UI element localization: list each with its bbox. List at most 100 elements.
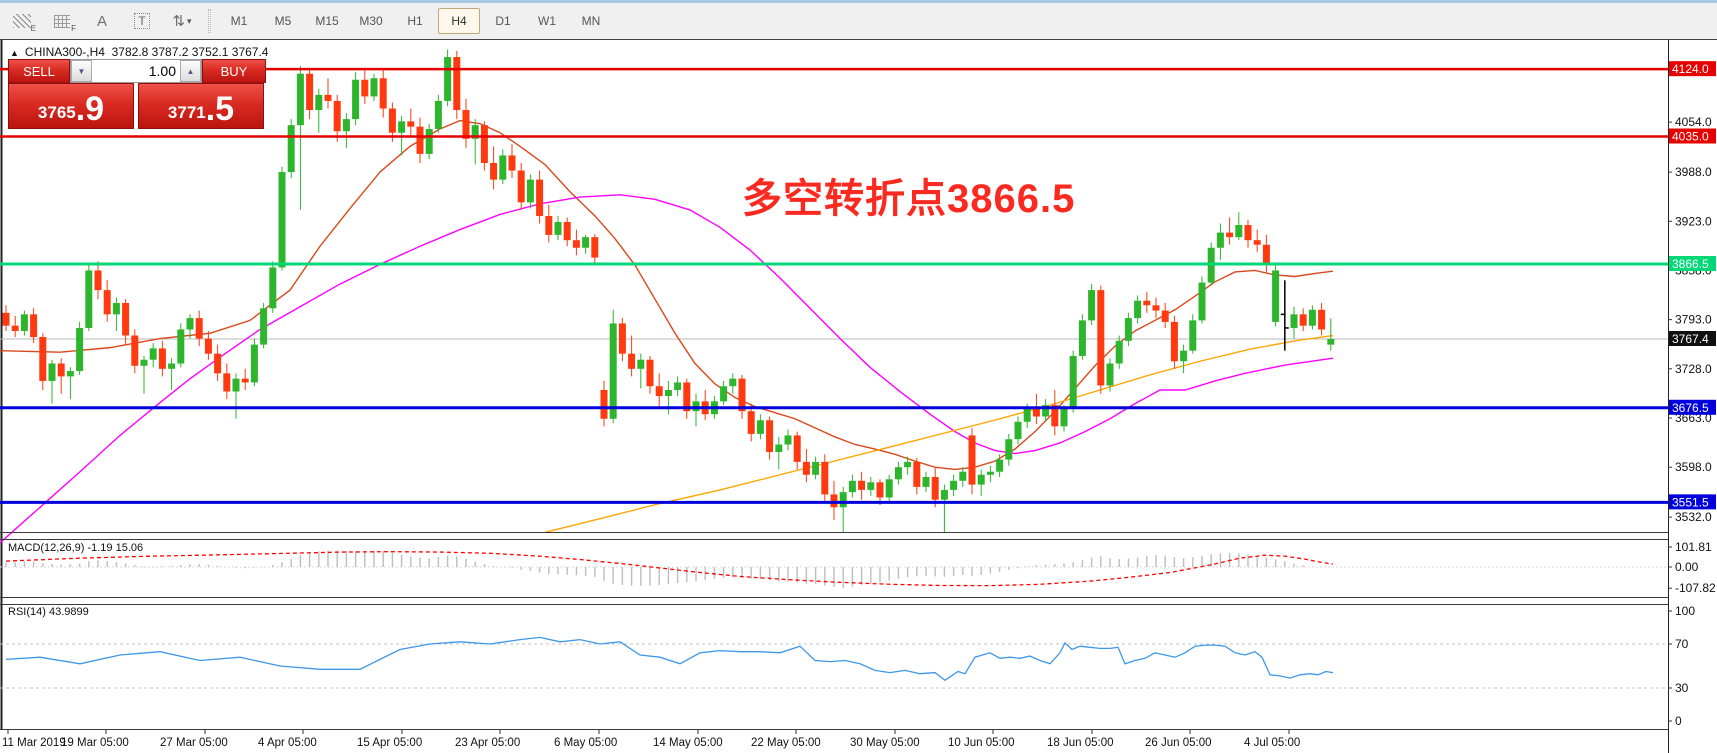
candle-bear	[600, 390, 608, 419]
candle-bear	[683, 382, 691, 412]
candle-bear	[766, 420, 774, 453]
toolbar-separator	[208, 9, 211, 33]
volume-input[interactable]	[92, 60, 180, 82]
current-price-badge-text: 3767.4	[1672, 332, 1709, 346]
timeframe-button-h1[interactable]: H1	[407, 14, 423, 28]
candle-bull	[140, 359, 148, 366]
candle-bear	[94, 270, 102, 291]
black-ohlc-bar	[1280, 280, 1289, 351]
buy-price-main: 3771	[167, 103, 206, 122]
timeframe-button-m30[interactable]: M30	[359, 14, 383, 28]
rsi-axis-label: 70	[1675, 637, 1689, 651]
candle-bull	[1042, 405, 1050, 417]
candle-bear	[306, 73, 314, 111]
candle-bear	[563, 222, 571, 241]
candle-bear	[204, 338, 212, 354]
candle-bull	[867, 482, 875, 490]
candle-bull	[1272, 270, 1280, 322]
candle-bull	[848, 480, 856, 493]
candle-bear	[388, 108, 396, 133]
candle-bear	[1051, 405, 1059, 427]
candle-bull	[609, 323, 617, 419]
candle-bear	[1244, 225, 1252, 241]
collapse-arrow-icon[interactable]: ▲	[10, 48, 19, 58]
candle-bear	[591, 237, 599, 258]
candle-bull	[186, 318, 194, 330]
candle-bull	[674, 382, 682, 391]
buy-price-frac: .5	[205, 90, 235, 129]
volume-control: ▼ ▲	[70, 59, 202, 83]
chart-area[interactable]: MACD(12,26,9) -1.19 15.06 RSI(14) 43.9899…	[0, 39, 1717, 753]
time-label: 27 Mar 05:00	[160, 737, 228, 749]
indicators-icon[interactable]: E	[4, 7, 40, 35]
candle-bull	[434, 100, 442, 129]
timeframe-button-mn[interactable]: MN	[581, 14, 601, 28]
candle-bear	[1032, 408, 1040, 417]
time-label: 6 May 05:00	[554, 737, 617, 749]
candle-bull	[85, 270, 93, 328]
candle-bear	[462, 110, 470, 139]
candle-bear	[379, 78, 387, 109]
axis-badge-4124.0-text: 4124.0	[1672, 62, 1709, 76]
candle-bull	[287, 125, 295, 173]
candle-bull	[1106, 363, 1114, 386]
time-label: 4 Jul 05:00	[1244, 737, 1300, 749]
timeframe-button-m1[interactable]: M1	[230, 14, 248, 28]
price-chart-canvas[interactable]: MACD(12,26,9) -1.19 15.06 RSI(14) 43.9899…	[0, 39, 1717, 753]
volume-increase-button[interactable]: ▲	[180, 60, 201, 82]
candle-bear	[30, 314, 38, 338]
candle-bull	[1005, 439, 1013, 460]
time-label: 26 Jun 05:00	[1145, 737, 1212, 749]
price-tick-label: 4054.0	[1675, 115, 1712, 129]
candle-bear	[508, 155, 516, 171]
candle-bull	[398, 121, 406, 133]
candle-bull	[48, 363, 56, 381]
candle-bear	[821, 461, 829, 495]
timeframe-button-d1[interactable]: D1	[495, 14, 511, 28]
candle-bull	[756, 420, 764, 434]
candle-bull	[76, 327, 84, 372]
candle-bear	[223, 373, 231, 392]
candle-bull	[177, 329, 185, 364]
price-tick-label: 3988.0	[1675, 165, 1712, 179]
candle-bull	[885, 479, 893, 498]
timeframe-button-h4[interactable]: H4	[438, 8, 480, 34]
time-label: 15 Apr 05:00	[357, 737, 422, 749]
candle-bear	[11, 325, 19, 331]
candle-bull	[112, 302, 120, 315]
candle-bull	[720, 386, 728, 402]
grid-icon[interactable]: F	[44, 7, 80, 35]
candle-bull	[950, 480, 958, 490]
macd-axis-label: 101.81	[1675, 540, 1712, 554]
candle-bear	[738, 378, 746, 412]
text-box-icon[interactable]: T	[124, 7, 160, 35]
rsi-label: RSI(14) 43.9899	[8, 606, 89, 618]
buy-button[interactable]: BUY	[202, 59, 266, 83]
candle-bull	[352, 79, 360, 120]
volume-decrease-button[interactable]: ▼	[71, 60, 92, 82]
candle-bear	[453, 57, 461, 111]
candle-bear	[830, 494, 838, 508]
candle-bull	[1060, 408, 1068, 427]
candle-bull	[1069, 355, 1077, 409]
sell-button[interactable]: SELL	[8, 59, 70, 83]
candle-bear	[858, 480, 866, 490]
arrange-icon[interactable]: ⇅ ▾	[172, 13, 192, 30]
candle-bull	[370, 78, 378, 97]
candle-bull	[729, 378, 737, 387]
macd-axis-label: -107.82	[1675, 581, 1716, 595]
buy-price-tile[interactable]: 3771.5	[138, 83, 264, 129]
candle-bear	[793, 435, 801, 462]
candle-bull	[977, 474, 985, 485]
time-label: 18 Jun 05:00	[1047, 737, 1114, 749]
candle-bull	[904, 461, 912, 468]
text-label-icon[interactable]: A	[96, 12, 107, 30]
candle-bull	[839, 492, 847, 508]
candle-bear	[158, 348, 166, 369]
candle-bear	[407, 121, 415, 127]
timeframe-button-w1[interactable]: W1	[538, 14, 556, 28]
timeframe-button-m5[interactable]: M5	[274, 14, 292, 28]
timeframe-button-m15[interactable]: M15	[315, 14, 339, 28]
sell-price-tile[interactable]: 3765.9	[8, 83, 134, 129]
candle-bull	[692, 401, 700, 412]
